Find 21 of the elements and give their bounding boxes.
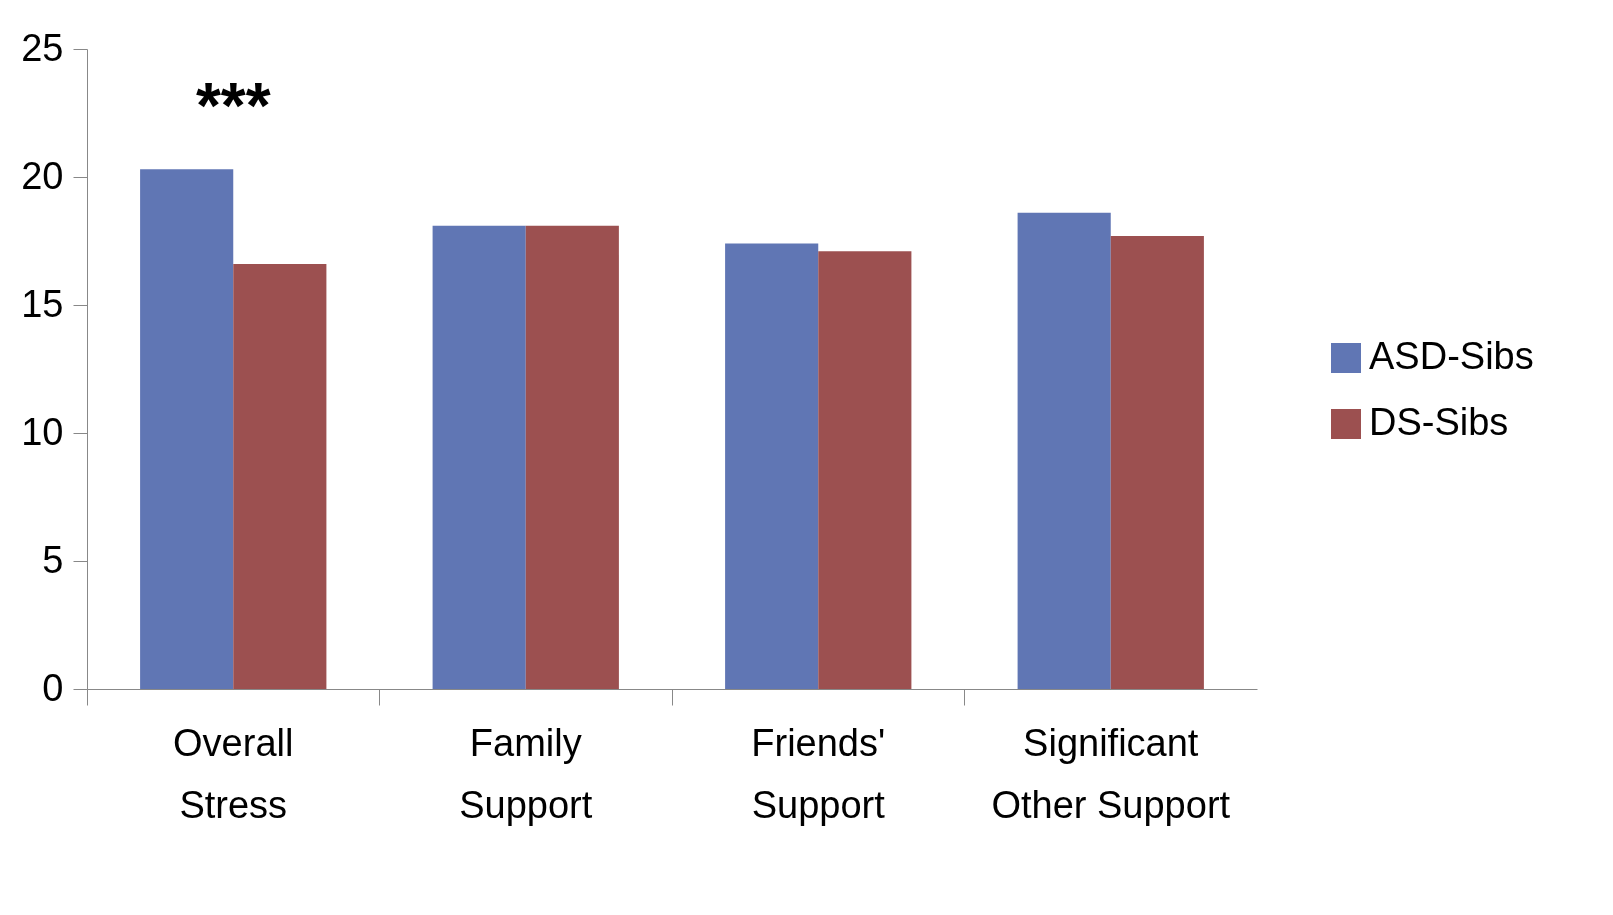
legend-label: ASD-Sibs [1369, 335, 1534, 377]
bar [432, 225, 526, 689]
y-tick-label: 20 [21, 154, 64, 197]
y-tick-label: 15 [21, 282, 64, 325]
bar [525, 225, 619, 689]
bar [1110, 235, 1204, 689]
bar [818, 251, 912, 689]
y-tick-label: 5 [42, 538, 64, 581]
y-tick-label: 0 [42, 666, 64, 709]
y-tick-label: 25 [21, 26, 64, 69]
x-tick-label: Significant Other Support [991, 721, 1231, 826]
x-tick-label: Overall Stress [173, 721, 294, 826]
y-tick-label: 10 [21, 410, 64, 453]
bar [725, 243, 819, 689]
legend-label: DS-Sibs [1369, 401, 1509, 443]
bar [233, 264, 327, 689]
x-tick-label: Family Support [459, 721, 593, 826]
bar [1017, 212, 1111, 689]
annotation: *** [195, 70, 271, 142]
x-tick-label: Friends' Support [751, 721, 886, 826]
bar [140, 169, 234, 689]
